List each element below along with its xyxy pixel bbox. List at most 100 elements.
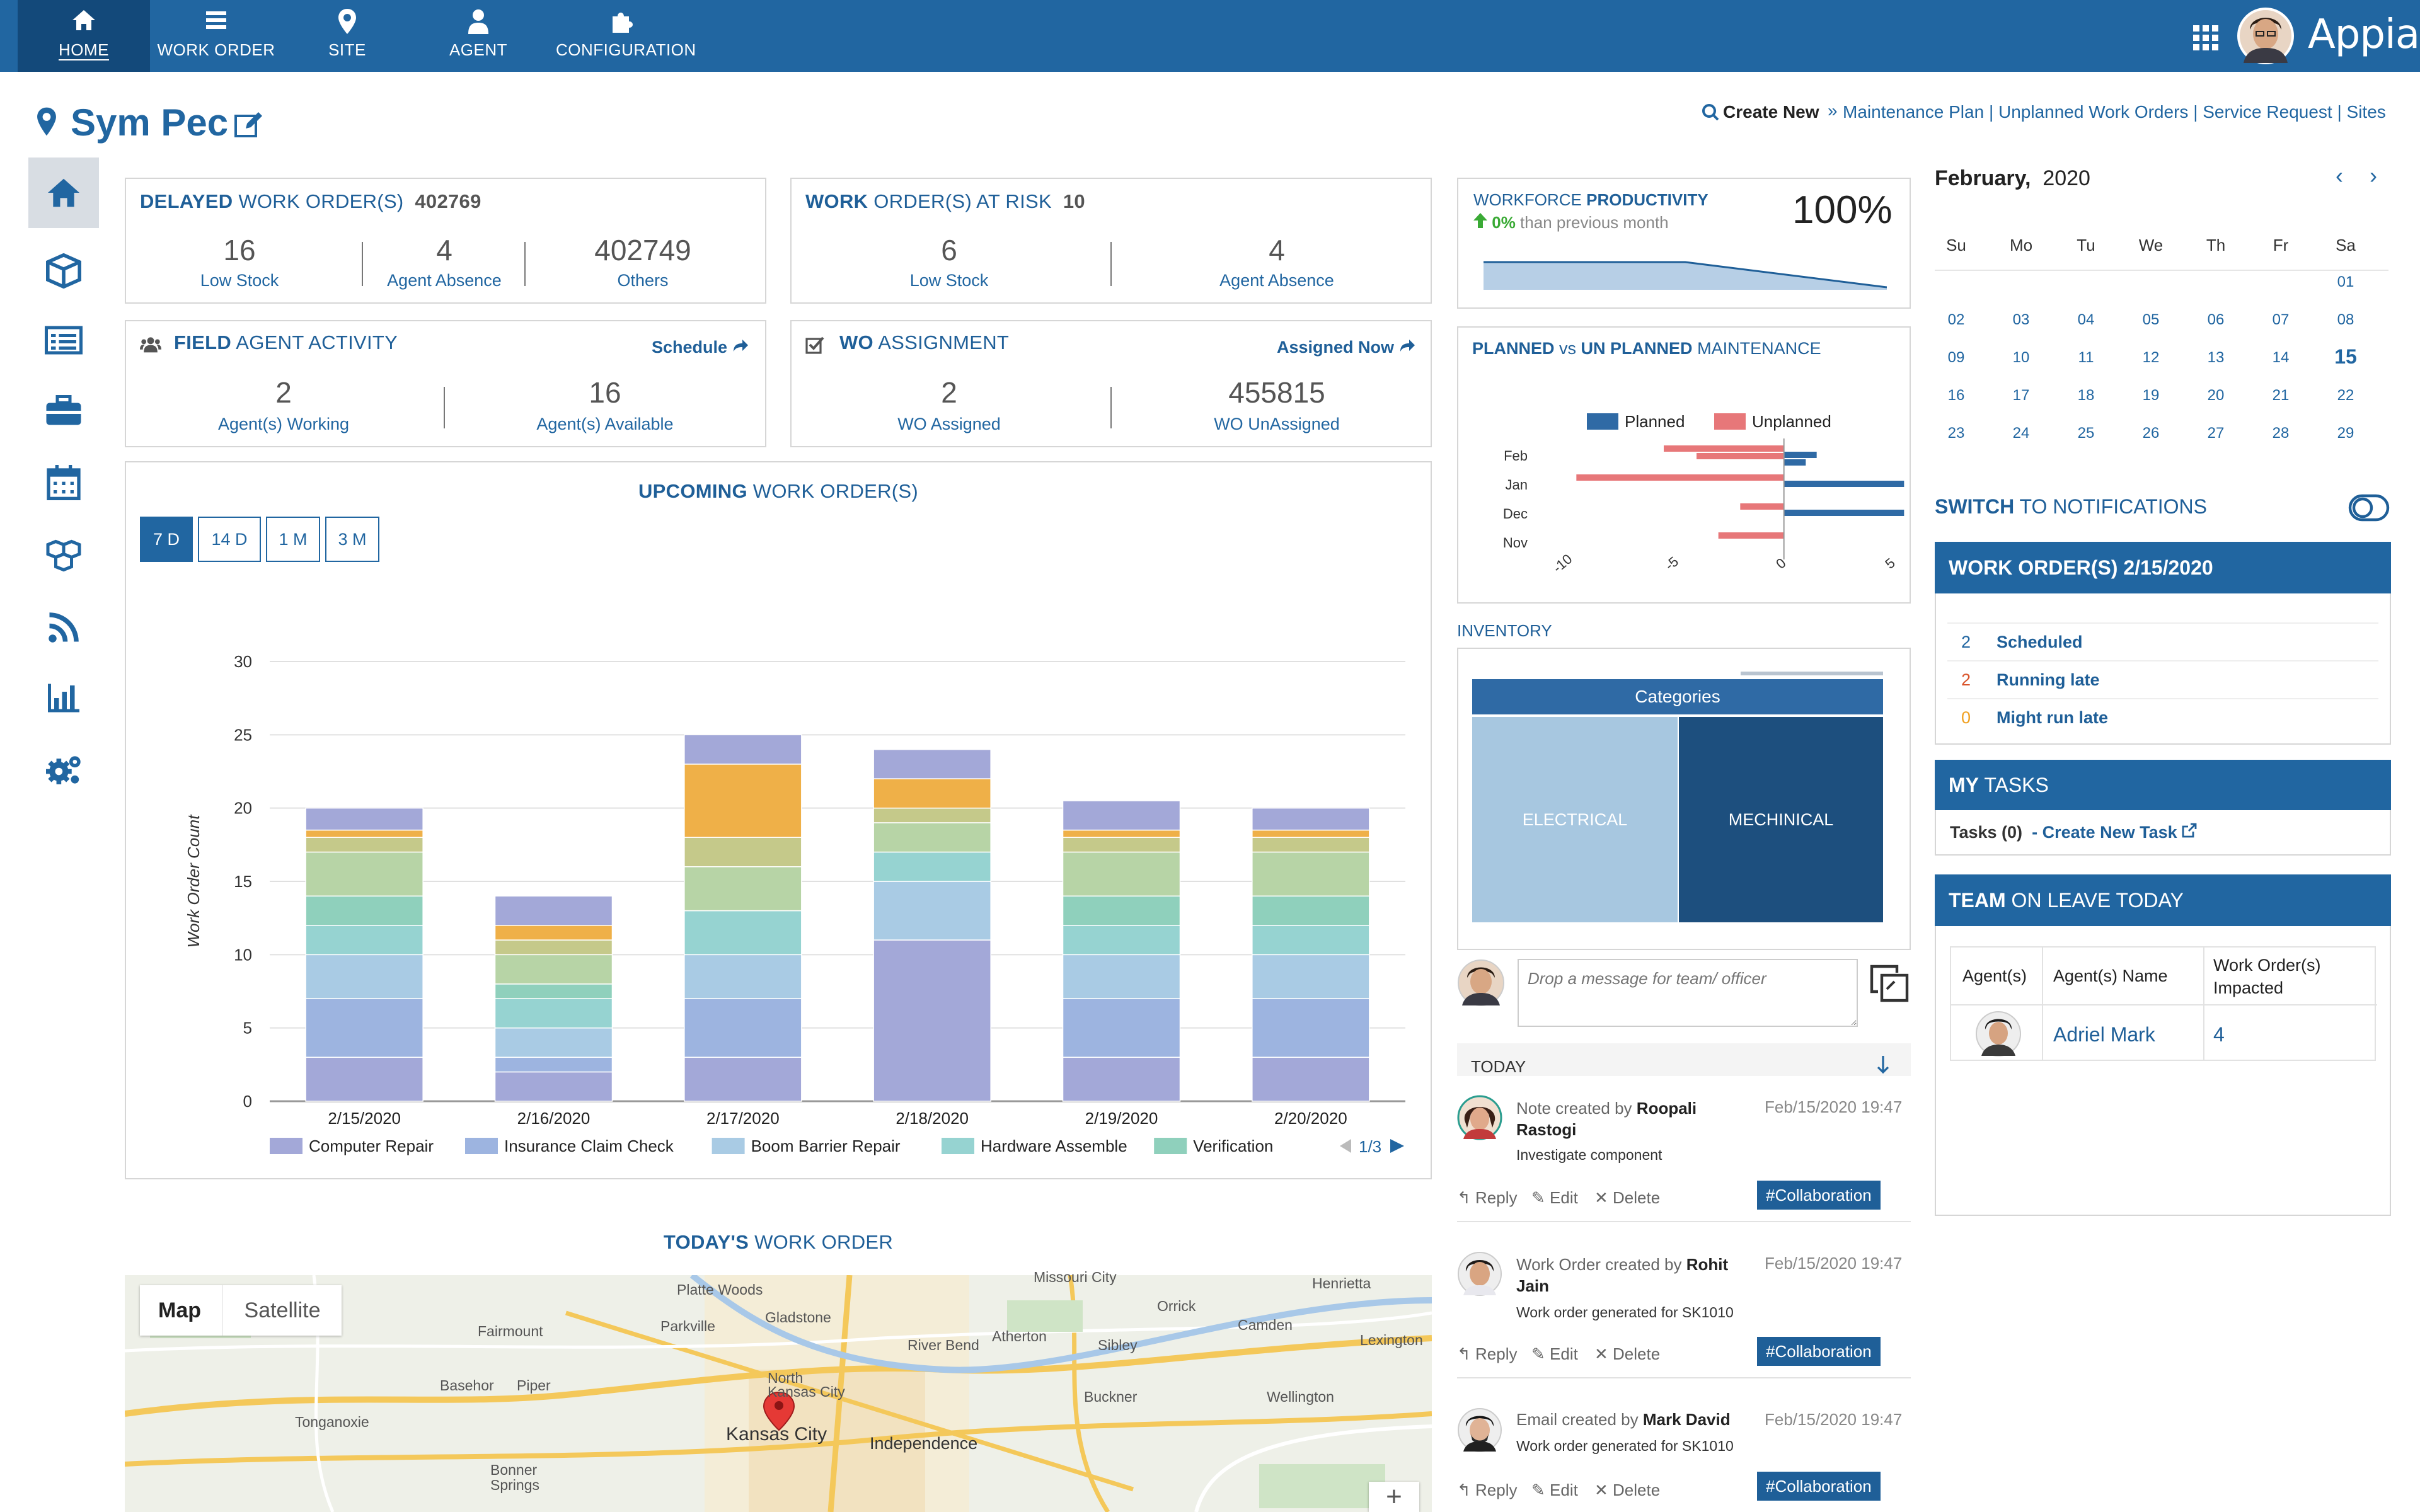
team-message-input[interactable]: [1518, 959, 1858, 1027]
calendar-day[interactable]: 28: [2272, 425, 2290, 442]
sidebar-inventory[interactable]: [28, 520, 99, 591]
calendar-day[interactable]: 07: [2272, 311, 2290, 328]
feed-item-3-edit[interactable]: ✎ Edit: [1531, 1480, 1578, 1499]
user-avatar[interactable]: [2237, 8, 2294, 64]
map-zoom-in-button[interactable]: +: [1369, 1482, 1419, 1512]
todays-work-order-map[interactable]: [125, 1275, 1432, 1512]
feed-item-3-delete[interactable]: ✕ Delete: [1594, 1480, 1661, 1499]
agents-working-value[interactable]: 2: [275, 376, 292, 409]
tab-3m[interactable]: 3 M: [325, 517, 379, 562]
delayed-low-stock-value[interactable]: 16: [223, 234, 256, 266]
sidebar-reports[interactable]: [28, 663, 99, 733]
calendar-day[interactable]: 29: [2337, 425, 2354, 442]
calendar-day[interactable]: 18: [2077, 387, 2095, 404]
tab-7d[interactable]: 7 D: [140, 517, 193, 562]
tab-14d[interactable]: 14 D: [198, 517, 261, 562]
sort-down-icon[interactable]: [1877, 1056, 1889, 1075]
create-new-task-link[interactable]: Create New Task: [2042, 823, 2177, 842]
feed-item-2-delete[interactable]: ✕ Delete: [1594, 1344, 1661, 1363]
calendar-day[interactable]: 14: [2272, 349, 2290, 366]
assigned-now-link[interactable]: Assigned Now: [1277, 338, 1415, 357]
sidebar-products[interactable]: [28, 236, 99, 306]
feed-item-1-reply[interactable]: ↰ Reply: [1457, 1188, 1518, 1207]
link-maintenance-plan[interactable]: Maintenance Plan: [1843, 102, 1985, 122]
calendar-day[interactable]: 13: [2207, 349, 2225, 366]
sidebar-settings[interactable]: [28, 735, 99, 805]
divider: [524, 242, 526, 286]
inventory-electrical-tile[interactable]: ELECTRICAL: [1472, 717, 1678, 922]
nav-agent[interactable]: AGENT: [412, 0, 544, 72]
link-unplanned-work-orders[interactable]: Unplanned Work Orders: [1998, 102, 2189, 122]
at-risk-agent-absence-value[interactable]: 4: [1269, 234, 1285, 266]
map-tab-satellite[interactable]: Satellite: [222, 1285, 342, 1336]
calendar-day[interactable]: 12: [2142, 349, 2160, 366]
calendar-day[interactable]: 24: [2012, 425, 2030, 442]
tab-1m[interactable]: 1 M: [266, 517, 320, 562]
inventory-scrollbar[interactable]: [1741, 672, 1883, 675]
bar-segment: [494, 895, 613, 926]
sidebar-calendar[interactable]: [28, 447, 99, 518]
calendar-day[interactable]: 27: [2207, 425, 2225, 442]
link-sites[interactable]: Sites: [2346, 102, 2386, 122]
sidebar-home[interactable]: [28, 158, 99, 228]
calendar-day[interactable]: 06: [2207, 311, 2225, 328]
list-item[interactable]: 2 Running late: [1947, 660, 2378, 698]
calendar-day[interactable]: 11: [2078, 349, 2094, 366]
calendar-day[interactable]: 02: [1947, 311, 1965, 328]
calendar-day[interactable]: 25: [2077, 425, 2095, 442]
calendar-prev-button[interactable]: ‹: [2336, 163, 2343, 189]
calendar-day[interactable]: 09: [1947, 349, 1965, 366]
nav-work-order[interactable]: WORK ORDER: [150, 0, 282, 72]
agent-name-adriel[interactable]: Adriel Mark: [2053, 1023, 2155, 1046]
wo-assigned-value[interactable]: 2: [941, 376, 957, 409]
feed-item-3-tag[interactable]: #Collaboration: [1757, 1472, 1881, 1501]
calendar-day[interactable]: 01: [2337, 273, 2354, 290]
copy-icon[interactable]: [1869, 964, 1910, 1003]
calendar-day[interactable]: 20: [2207, 387, 2225, 404]
calendar-day[interactable]: 04: [2077, 311, 2095, 328]
feed-item-2-edit[interactable]: ✎ Edit: [1531, 1344, 1578, 1363]
calendar-day[interactable]: 22: [2337, 387, 2354, 404]
calendar-next-button[interactable]: ›: [2370, 163, 2377, 189]
delayed-agent-absence-value[interactable]: 4: [436, 234, 452, 266]
header-wo-impacted: Work Order(s) Impacted: [2213, 956, 2321, 997]
list-item[interactable]: 2 Scheduled: [1947, 622, 2378, 660]
map-marker-icon[interactable]: [763, 1391, 795, 1431]
feed-item-2-tag[interactable]: #Collaboration: [1757, 1337, 1881, 1366]
calendar-day[interactable]: 23: [1947, 425, 1965, 442]
nav-home[interactable]: HOME: [18, 0, 150, 72]
calendar-day[interactable]: 16: [1947, 387, 1965, 404]
link-service-request[interactable]: Service Request: [2203, 102, 2332, 122]
create-new-label[interactable]: Create New: [1723, 102, 1819, 122]
calendar-day[interactable]: 08: [2337, 311, 2354, 328]
nav-site[interactable]: SITE: [281, 0, 413, 72]
delayed-others-value[interactable]: 402749: [594, 234, 691, 266]
feed-item-2-reply[interactable]: ↰ Reply: [1457, 1344, 1518, 1363]
calendar-day[interactable]: 05: [2142, 311, 2160, 328]
calendar-day[interactable]: 19: [2142, 387, 2160, 404]
agents-available-value[interactable]: 16: [589, 376, 621, 409]
feed-item-3-reply[interactable]: ↰ Reply: [1457, 1480, 1518, 1499]
at-risk-low-stock-value[interactable]: 6: [941, 234, 957, 266]
nav-configuration[interactable]: CONFIGURATION: [556, 0, 696, 72]
calendar-day[interactable]: 21: [2272, 387, 2290, 404]
calendar-day[interactable]: 26: [2142, 425, 2160, 442]
edit-title-icon[interactable]: [234, 111, 263, 139]
calendar-day[interactable]: 03: [2012, 311, 2030, 328]
map-tab-map[interactable]: Map: [158, 1298, 201, 1322]
calendar-day[interactable]: 17: [2012, 387, 2030, 404]
list-item[interactable]: 0 Might run late: [1947, 698, 2378, 736]
sidebar-briefcase[interactable]: [28, 375, 99, 446]
sidebar-feed[interactable]: [28, 592, 99, 663]
feed-item-1-edit[interactable]: ✎ Edit: [1531, 1188, 1578, 1207]
wo-unassigned-value[interactable]: 455815: [1228, 376, 1325, 409]
notifications-toggle[interactable]: [2348, 494, 2390, 522]
schedule-link[interactable]: Schedule: [652, 338, 749, 357]
calendar-day[interactable]: 15: [2334, 345, 2357, 368]
inventory-mechanical-tile[interactable]: MECHINICAL: [1679, 717, 1883, 922]
calendar-day[interactable]: 10: [2012, 349, 2030, 366]
sidebar-list[interactable]: [28, 305, 99, 375]
apps-grid-icon[interactable]: [2192, 24, 2220, 52]
feed-item-1-tag[interactable]: #Collaboration: [1757, 1181, 1881, 1210]
feed-item-1-delete[interactable]: ✕ Delete: [1594, 1188, 1661, 1207]
